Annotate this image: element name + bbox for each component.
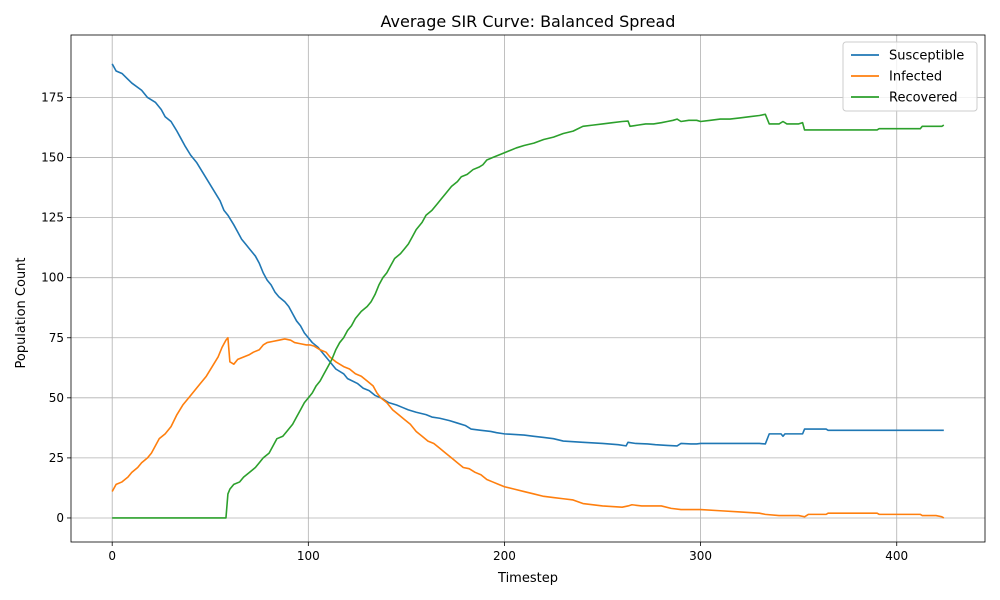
legend: Susceptible Infected Recovered [842, 41, 978, 112]
x-tick-label: 300 [689, 549, 712, 563]
series-line-susceptible [111, 63, 944, 447]
x-tick-label: 0 [108, 549, 116, 563]
y-tick-label: 75 [49, 331, 64, 345]
plot-frame [70, 34, 986, 543]
y-tick-label: 150 [41, 151, 64, 165]
y-axis-ticks: 0 25 50 75 100 125 150 175 [41, 90, 71, 525]
x-tick-label: 100 [297, 549, 320, 563]
chart-title: Average SIR Curve: Balanced Spread [381, 12, 676, 31]
series-line-recovered [112, 113, 945, 519]
y-tick-label: 175 [41, 90, 64, 104]
y-axis-label: Population Count [14, 257, 29, 368]
x-axis-ticks: 0 100 200 300 400 [108, 542, 908, 563]
legend-label-recovered: Recovered [889, 91, 958, 106]
x-tick-label: 400 [885, 549, 908, 563]
y-tick-label: 50 [49, 391, 64, 405]
y-tick-label: 25 [49, 451, 64, 465]
y-tick-label: 0 [56, 511, 64, 525]
series-layer [111, 63, 945, 519]
legend-label-susceptible: Susceptible [889, 49, 964, 64]
x-axis-label: Timestep [497, 571, 558, 586]
series-line-infected [111, 336, 945, 519]
legend-box [842, 41, 978, 112]
y-tick-label: 125 [41, 211, 64, 225]
y-tick-label: 100 [41, 271, 64, 285]
legend-label-infected: Infected [889, 70, 942, 85]
x-tick-label: 200 [493, 549, 516, 563]
